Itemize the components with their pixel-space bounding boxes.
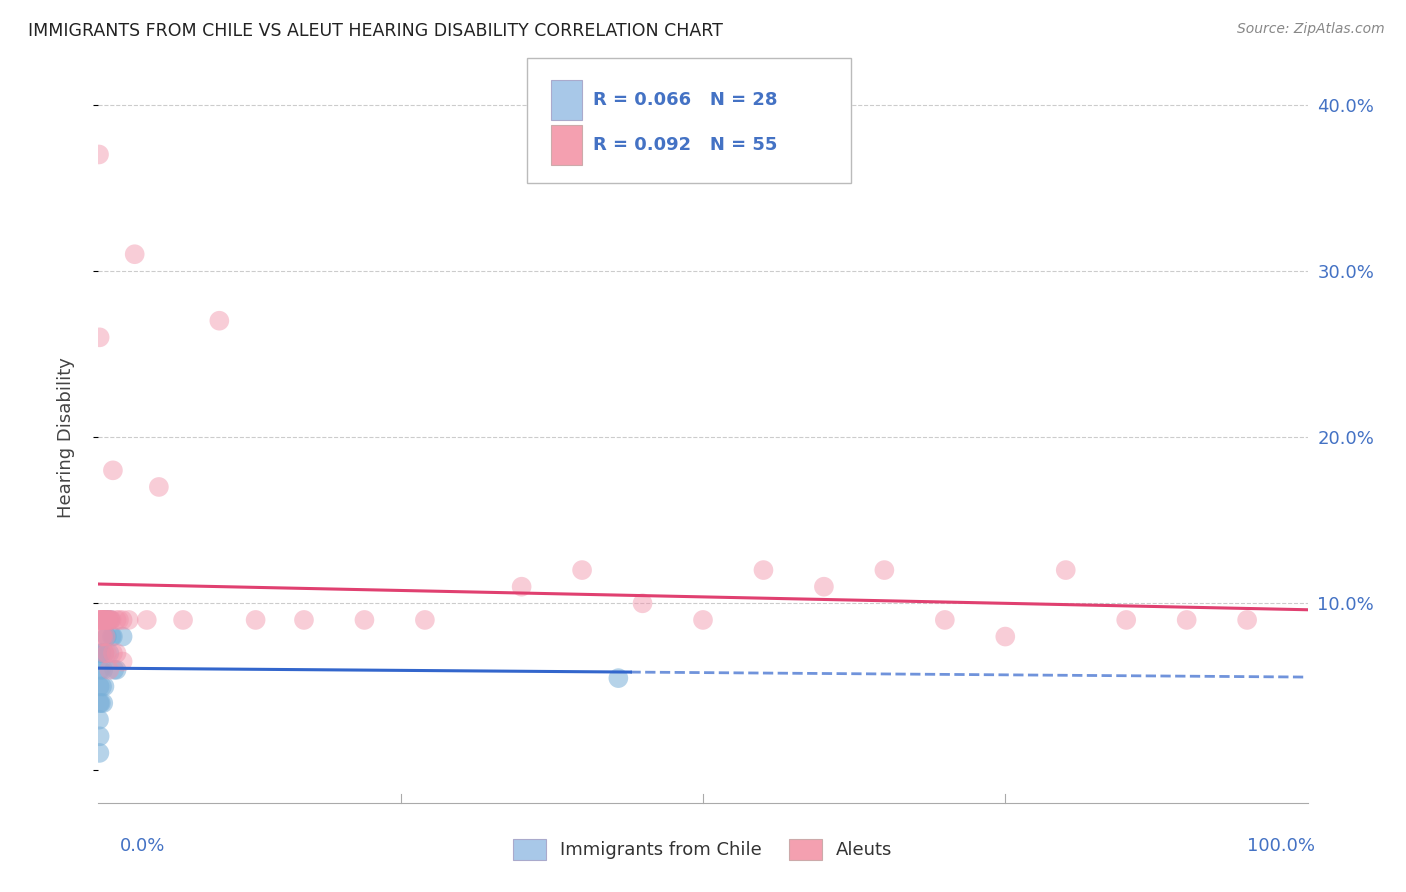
Point: [100, 630, 122, 644]
Point: [98, 646, 121, 660]
Point: [510, 580, 533, 594]
Point: [631, 596, 654, 610]
Point: [105, 663, 128, 677]
Point: [111, 655, 134, 669]
Point: [91, 630, 114, 644]
Point: [1236, 613, 1258, 627]
Point: [96, 613, 118, 627]
Point: [1115, 613, 1137, 627]
Point: [124, 247, 146, 261]
Point: [97, 613, 120, 627]
Point: [105, 613, 128, 627]
Point: [89, 663, 111, 677]
Point: [353, 613, 375, 627]
Point: [96, 630, 118, 644]
Point: [413, 613, 436, 627]
Point: [148, 480, 170, 494]
Point: [752, 563, 775, 577]
Legend: Immigrants from Chile, Aleuts: Immigrants from Chile, Aleuts: [506, 831, 900, 867]
Point: [101, 646, 124, 660]
Point: [245, 613, 267, 627]
Point: [101, 463, 124, 477]
Y-axis label: Hearing Disability: Hearing Disability: [56, 357, 75, 517]
Point: [91, 630, 114, 644]
Text: 0.0%: 0.0%: [120, 837, 165, 855]
Point: [91, 696, 114, 710]
Point: [292, 613, 315, 627]
Point: [100, 613, 122, 627]
Text: Source: ZipAtlas.com: Source: ZipAtlas.com: [1237, 22, 1385, 37]
Point: [91, 613, 114, 627]
Point: [90, 613, 112, 627]
Point: [89, 696, 111, 710]
Point: [89, 729, 111, 743]
Point: [607, 671, 630, 685]
Point: [90, 696, 112, 710]
Point: [873, 563, 896, 577]
Point: [90, 663, 112, 677]
Point: [101, 630, 124, 644]
Text: IMMIGRANTS FROM CHILE VS ALEUT HEARING DISABILITY CORRELATION CHART: IMMIGRANTS FROM CHILE VS ALEUT HEARING D…: [28, 22, 723, 40]
Point: [96, 613, 118, 627]
Point: [91, 680, 114, 694]
Point: [89, 746, 111, 760]
Point: [108, 613, 131, 627]
Point: [100, 613, 122, 627]
Point: [93, 646, 115, 660]
Point: [87, 147, 110, 161]
Point: [1175, 613, 1198, 627]
Point: [208, 314, 231, 328]
Point: [89, 613, 111, 627]
Point: [105, 646, 128, 660]
Text: R = 0.066   N = 28: R = 0.066 N = 28: [593, 91, 778, 109]
Point: [93, 613, 115, 627]
Point: [96, 646, 118, 660]
Point: [98, 613, 121, 627]
Point: [89, 613, 111, 627]
Point: [172, 613, 194, 627]
Point: [87, 713, 110, 727]
Point: [94, 630, 117, 644]
Point: [571, 563, 593, 577]
Point: [813, 580, 835, 594]
Point: [91, 613, 114, 627]
Point: [934, 613, 956, 627]
Point: [89, 680, 111, 694]
Point: [94, 613, 117, 627]
Point: [98, 663, 121, 677]
Point: [91, 663, 114, 677]
Text: 100.0%: 100.0%: [1247, 837, 1315, 855]
Point: [103, 663, 125, 677]
Point: [135, 613, 157, 627]
Point: [1054, 563, 1077, 577]
Point: [100, 613, 122, 627]
Point: [111, 630, 134, 644]
Point: [90, 613, 112, 627]
Point: [97, 613, 120, 627]
Point: [91, 646, 114, 660]
Point: [93, 646, 115, 660]
Point: [89, 646, 111, 660]
Point: [93, 680, 115, 694]
Point: [91, 613, 114, 627]
Point: [118, 613, 141, 627]
Point: [90, 613, 112, 627]
Point: [111, 613, 134, 627]
Point: [96, 630, 118, 644]
Point: [89, 330, 111, 344]
Point: [994, 630, 1017, 644]
Point: [93, 613, 115, 627]
Point: [692, 613, 714, 627]
Text: R = 0.092   N = 55: R = 0.092 N = 55: [593, 136, 778, 153]
Point: [90, 646, 112, 660]
